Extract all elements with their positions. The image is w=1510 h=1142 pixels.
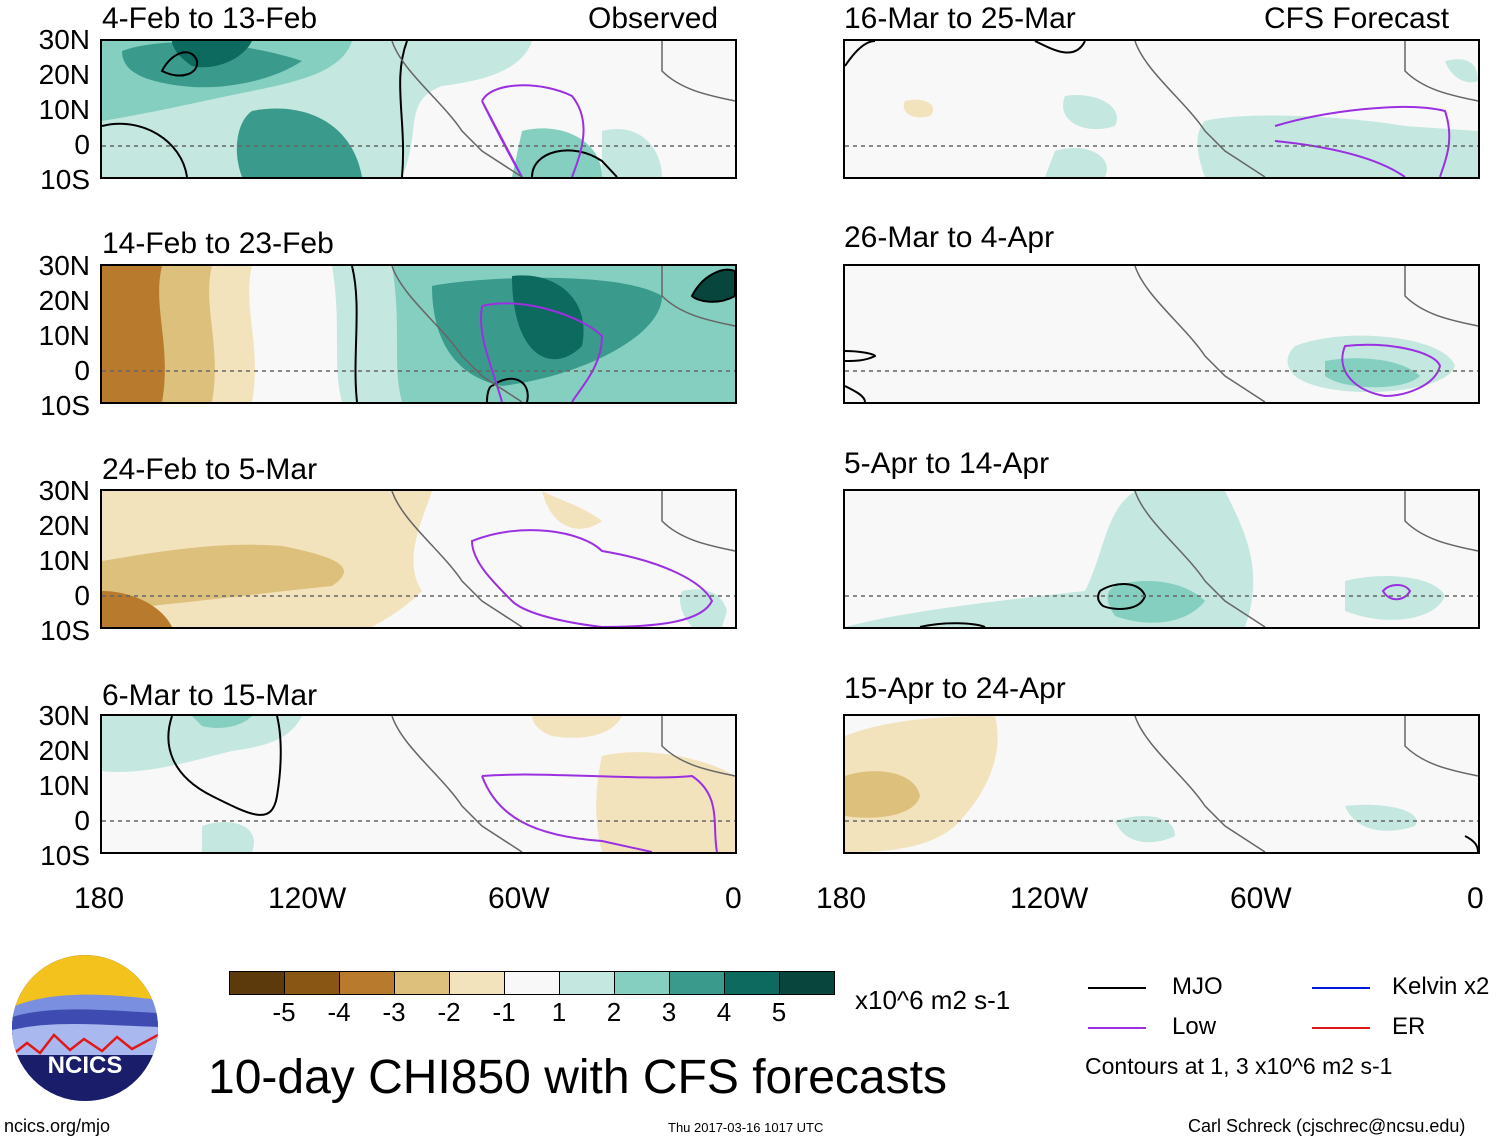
colorbar-tick-label: 1	[551, 997, 567, 1027]
panel-title: 15-Apr to 24-Apr	[844, 672, 1066, 705]
lon-label: 60W	[1230, 882, 1292, 915]
panel-title: 4-Feb to 13-Feb	[102, 2, 318, 35]
legend-line-low	[1088, 1027, 1146, 1029]
colorbar-tick-label: 4	[716, 997, 732, 1027]
legend-label-mjo: MJO	[1172, 973, 1223, 1000]
map-panel-forecast-1	[843, 39, 1480, 179]
colorbar-cell	[669, 971, 725, 995]
colorbar-tick-label: 5	[771, 997, 787, 1027]
panel-tag: Observed	[588, 2, 719, 35]
lat-label: 30N	[38, 700, 90, 731]
lat-label: 30N	[38, 250, 90, 281]
colorbar-cell	[394, 971, 450, 995]
lat-label: 10N	[38, 94, 90, 125]
panel-title: 16-Mar to 25-Mar	[844, 2, 1076, 35]
panel-title: 26-Mar to 4-Apr	[844, 221, 1055, 254]
colorbar-cell	[779, 971, 835, 995]
colorbar-cell	[504, 971, 560, 995]
lon-label: 120W	[1010, 882, 1089, 915]
lon-label: 180	[816, 882, 867, 915]
colorbar-cell	[284, 971, 340, 995]
lat-label: 20N	[38, 510, 90, 541]
lon-label: 0	[725, 882, 742, 915]
panel-title: 5-Apr to 14-Apr	[844, 447, 1050, 480]
logo-text: NCICS	[47, 1052, 123, 1079]
contour-note: Contours at 1, 3 x10^6 m2 s-1	[1085, 1053, 1393, 1079]
colorbar-tick-label: 2	[606, 997, 622, 1027]
lon-label: 180	[74, 882, 125, 915]
colorbar-tick-label: -1	[492, 997, 516, 1027]
colorbar-tick-label: -5	[272, 997, 296, 1027]
lat-label: 20N	[38, 735, 90, 766]
colorbar-tick-label: -2	[437, 997, 461, 1027]
colorbar-cell	[449, 971, 505, 995]
main-title: 10-day CHI850 with CFS forecasts	[208, 1051, 947, 1104]
footer-author: Carl Schreck (cjschrec@ncsu.edu)	[1188, 1116, 1466, 1136]
lat-label: 0	[74, 129, 90, 160]
legend-label-er: ER	[1392, 1013, 1426, 1040]
colorbar-cell	[724, 971, 780, 995]
map-panel-observed-4	[100, 714, 737, 854]
lat-label: 10S	[40, 164, 90, 195]
colorbar-cell	[339, 971, 395, 995]
map-panel-observed-3	[100, 489, 737, 629]
ncics-logo: NCICS	[12, 955, 158, 1101]
colorbar-cell	[559, 971, 615, 995]
panel-title: 14-Feb to 23-Feb	[102, 227, 334, 260]
footer-link[interactable]: ncics.org/mjo	[4, 1116, 111, 1136]
map-panel-observed-1	[100, 39, 737, 179]
lat-label: 10S	[40, 840, 90, 871]
lat-label: 20N	[38, 285, 90, 316]
map-panel-observed-2	[100, 264, 737, 404]
lat-label: 10N	[38, 770, 90, 801]
lat-label: 0	[74, 805, 90, 836]
colorbar-tick-label: 3	[661, 997, 677, 1027]
lat-label: 10N	[38, 545, 90, 576]
panel-title: 24-Feb to 5-Mar	[102, 453, 318, 486]
colorbar-tick-label: -3	[382, 997, 406, 1027]
map-panel-forecast-3	[843, 489, 1480, 629]
lon-label: 60W	[488, 882, 550, 915]
lat-label: 10N	[38, 320, 90, 351]
lon-label: 0	[1467, 882, 1484, 915]
legend-label-kelvin: Kelvin x2	[1392, 973, 1490, 1000]
legend-line-mjo	[1088, 987, 1146, 989]
colorbar-units: x10^6 m2 s-1	[855, 985, 1011, 1015]
colorbar-cell	[614, 971, 670, 995]
lon-label: 120W	[268, 882, 347, 915]
lat-label: 10S	[40, 390, 90, 421]
lat-label: 0	[74, 580, 90, 611]
legend-line-er	[1312, 1027, 1370, 1029]
lat-label: 30N	[38, 24, 90, 55]
lat-label: 20N	[38, 59, 90, 90]
footer-timestamp: Thu 2017-03-16 1017 UTC	[668, 1120, 824, 1135]
lat-label: 10S	[40, 615, 90, 646]
map-panel-forecast-2	[843, 264, 1480, 404]
lat-label: 30N	[38, 475, 90, 506]
legend-label-low: Low	[1172, 1013, 1217, 1040]
panel-title: 6-Mar to 15-Mar	[102, 679, 318, 712]
panel-tag: CFS Forecast	[1264, 2, 1450, 35]
colorbar-tick-label: -4	[327, 997, 351, 1027]
map-panel-forecast-4	[843, 714, 1480, 854]
colorbar-cell	[229, 971, 285, 995]
legend-line-kelvin	[1312, 987, 1370, 989]
lat-label: 0	[74, 355, 90, 386]
